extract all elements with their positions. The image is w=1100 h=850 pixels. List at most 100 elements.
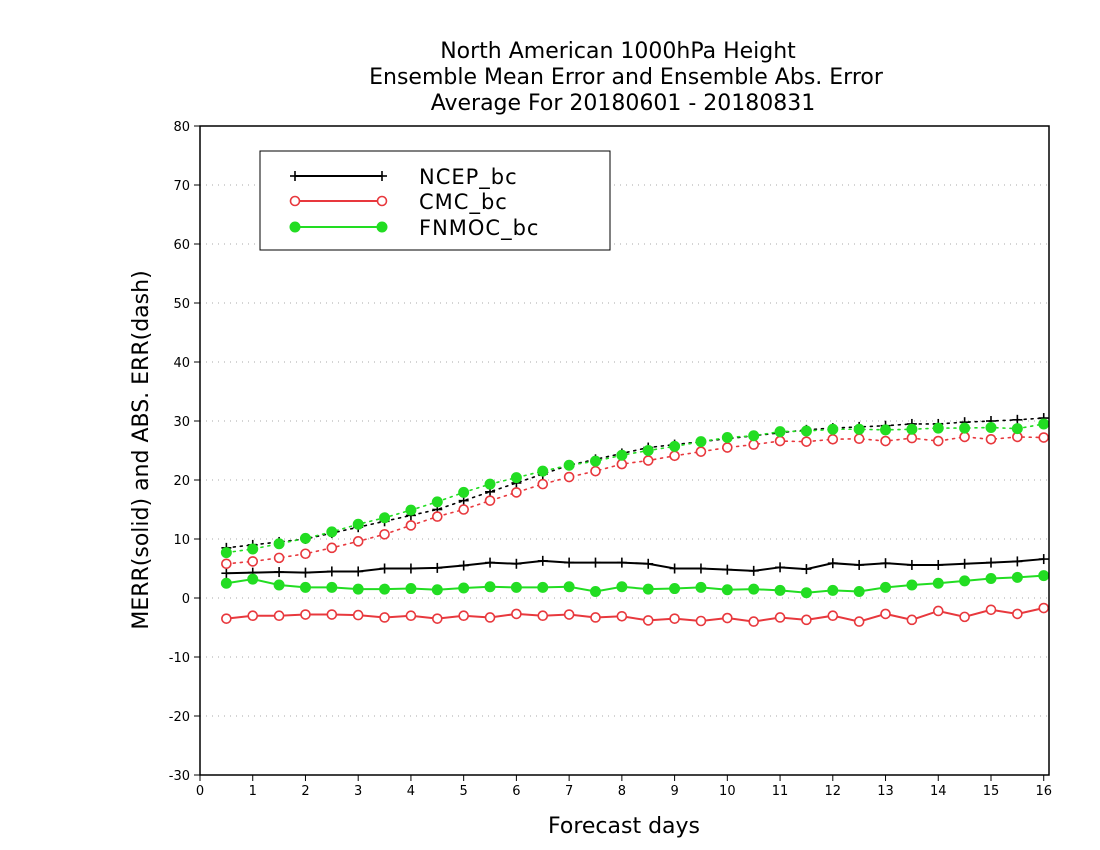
ncep-bc-merr-point xyxy=(906,559,917,570)
ncep-bc-merr-point xyxy=(405,563,416,574)
fnmoc-bc-abs-err-point xyxy=(458,486,470,498)
cmc-bc-abs-err-point xyxy=(484,495,496,506)
fnmoc-bc-abs-err-point xyxy=(220,547,232,559)
cmc-bc-merr-point xyxy=(458,610,469,622)
cmc-bc-abs-err-point xyxy=(379,528,390,540)
fnmoc-bc-abs-err-point xyxy=(563,459,575,471)
fnmoc-bc-merr-point xyxy=(800,587,812,599)
y-tick-label: 20 xyxy=(173,474,190,489)
fnmoc-bc-merr-point xyxy=(721,584,733,596)
ncep-bc-merr-point xyxy=(564,557,575,568)
cmc-bc-abs-err-point xyxy=(273,552,285,564)
cmc-bc-merr-point xyxy=(748,616,759,627)
fnmoc-bc-merr-point xyxy=(431,584,443,596)
y-tick-label: -10 xyxy=(169,651,190,666)
legend-marker-cmc-bc xyxy=(289,195,301,207)
fnmoc-bc-merr-point xyxy=(906,579,918,591)
cmc-bc-merr-point xyxy=(722,612,733,624)
cmc-bc-abs-err-point xyxy=(906,432,918,444)
ncep-bc-abs-err-point xyxy=(1012,414,1023,425)
ncep-bc-merr-point xyxy=(537,555,548,566)
fnmoc-bc-abs-err-point xyxy=(721,432,733,444)
ncep-bc-merr-point xyxy=(379,563,390,574)
fnmoc-bc-abs-err-point xyxy=(932,422,944,434)
legend-label-cmc-bc: CMC_bc xyxy=(419,190,508,215)
fnmoc-bc-abs-err-point xyxy=(695,436,707,448)
ncep-bc-merr-point xyxy=(616,557,627,568)
fnmoc-bc-merr-point xyxy=(695,581,707,593)
cmc-bc-abs-err-point xyxy=(300,548,311,560)
x-tick-label: 3 xyxy=(354,784,362,799)
cmc-bc-merr-line xyxy=(226,607,1044,623)
cmc-bc-abs-err-point xyxy=(1038,432,1050,443)
fnmoc-bc-merr-point xyxy=(220,577,232,589)
cmc-bc-merr-point xyxy=(695,615,707,627)
cmc-bc-abs-err-point xyxy=(616,458,628,470)
title-line-2: Ensemble Mean Error and Ensemble Abs. Er… xyxy=(369,65,884,90)
ncep-bc-merr-point xyxy=(511,558,522,569)
fnmoc-bc-merr-point xyxy=(959,575,971,587)
cmc-bc-merr-point xyxy=(590,612,601,623)
fnmoc-bc-abs-err-point xyxy=(774,426,786,438)
cmc-bc-abs-err-point xyxy=(985,433,997,445)
ncep-bc-merr-point xyxy=(854,559,865,570)
ncep-bc-merr-point xyxy=(722,564,733,575)
x-tick-label: 15 xyxy=(983,784,1000,799)
x-tick-label: 0 xyxy=(196,784,204,799)
ncep-bc-merr-point xyxy=(959,558,970,569)
x-tick-label: 11 xyxy=(772,784,789,799)
cmc-bc-merr-point xyxy=(247,610,259,622)
ncep-bc-merr-point xyxy=(695,563,706,574)
cmc-bc-abs-err-point xyxy=(326,542,338,554)
x-tick-label: 9 xyxy=(670,784,678,799)
cmc-bc-abs-err-point xyxy=(352,536,364,547)
fnmoc-bc-merr-point xyxy=(379,583,391,595)
x-tick-label: 4 xyxy=(407,784,415,799)
cmc-bc-abs-err-point xyxy=(590,465,601,477)
legend-marker-fnmoc-bc xyxy=(376,221,388,233)
fnmoc-bc-abs-err-point xyxy=(827,423,839,435)
ncep-bc-merr-point xyxy=(353,566,364,577)
fnmoc-bc-merr-point xyxy=(563,581,575,593)
y-tick-label: 0 xyxy=(182,592,190,607)
ncep-bc-merr-point xyxy=(827,558,838,569)
cmc-bc-merr-point xyxy=(1038,602,1050,614)
fnmoc-bc-merr-point xyxy=(537,581,549,593)
cmc-bc-merr-point xyxy=(405,610,417,622)
x-tick-label: 1 xyxy=(249,784,257,799)
fnmoc-bc-abs-err-point xyxy=(669,440,681,452)
fnmoc-bc-abs-err-point xyxy=(352,518,364,530)
ncep-bc-merr-point xyxy=(643,558,654,569)
cmc-bc-abs-err-point xyxy=(774,435,786,447)
x-tick-label: 7 xyxy=(565,784,573,799)
ncep-bc-merr-point xyxy=(669,563,680,574)
legend-label-fnmoc-bc: FNMOC_bc xyxy=(419,216,539,241)
fnmoc-bc-merr-point xyxy=(1038,570,1050,582)
cmc-bc-abs-err-point xyxy=(405,520,417,531)
ncep-bc-merr-point xyxy=(458,560,469,571)
fnmoc-bc-abs-err-point xyxy=(1011,423,1023,435)
ncep-bc-merr-point xyxy=(326,566,337,577)
fnmoc-bc-merr-point xyxy=(985,573,997,585)
series-layer xyxy=(220,413,1050,627)
fnmoc-bc-merr-point xyxy=(247,573,259,585)
cmc-bc-merr-point xyxy=(827,610,839,622)
y-tick-label: 70 xyxy=(173,179,190,194)
cmc-bc-merr-point xyxy=(300,609,311,620)
cmc-bc-abs-err-point xyxy=(669,450,680,462)
y-tick-label: -20 xyxy=(169,710,190,725)
fnmoc-bc-abs-err-point xyxy=(379,512,391,524)
fnmoc-bc-merr-point xyxy=(1011,571,1023,583)
fnmoc-bc-merr-point xyxy=(589,586,601,598)
cmc-bc-merr-point xyxy=(537,610,549,622)
x-tick-label: 12 xyxy=(825,784,842,799)
cmc-bc-merr-point xyxy=(801,614,812,626)
cmc-bc-merr-point xyxy=(932,605,944,617)
y-axis: -30 -20 -10 0 10 20 30 40 50 60 70 80 xyxy=(169,120,200,784)
x-tick-label: 16 xyxy=(1035,784,1052,799)
cmc-bc-merr-point xyxy=(985,604,997,616)
fnmoc-bc-abs-err-point xyxy=(642,445,654,456)
ncep-bc-merr-point xyxy=(933,559,944,570)
fnmoc-bc-merr-point xyxy=(616,581,628,593)
